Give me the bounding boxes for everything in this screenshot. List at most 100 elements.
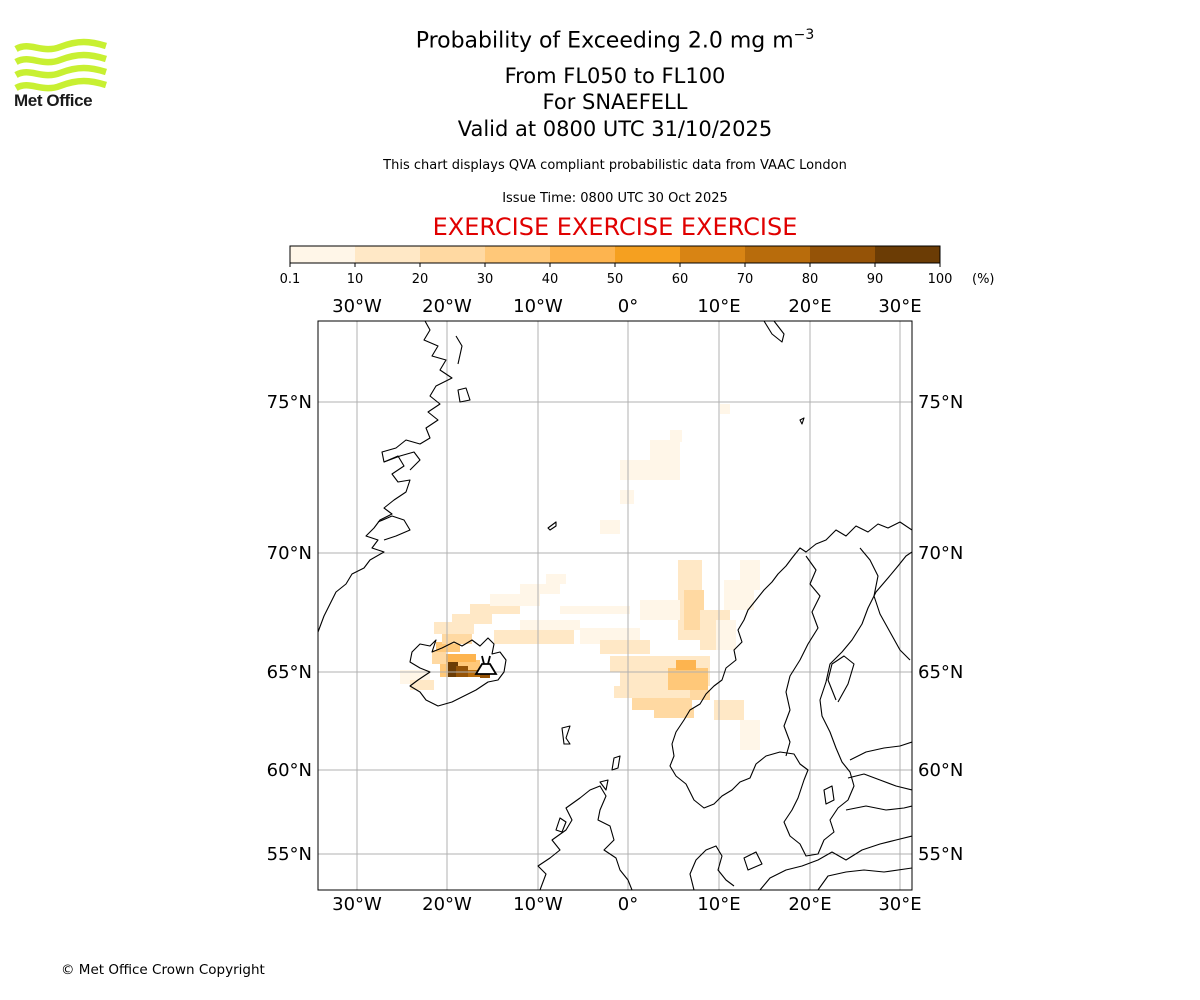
probability-cell [740,720,760,750]
longitude-label-top: 20°W [422,296,472,317]
colorbar-bin [810,246,875,263]
shetland-islands [611,755,621,771]
greenland-island [457,387,471,403]
orkney-islands [599,779,609,791]
colorbar-bin [615,246,680,263]
probability-cell [560,606,630,614]
denmark-coastline [689,845,735,890]
greenland-fjord-2 [455,335,463,365]
exercise-banner: EXERCISE EXERCISE EXERCISE [432,213,798,241]
probability-colorbar: 0.1 10 20 30 40 50 60 70 80 90 100 (%) [280,245,995,287]
graticule [318,321,912,890]
probability-cell [434,622,474,634]
latitude-label-left: 70°N [267,543,312,564]
probability-cell [620,460,680,480]
colorbar-tick-label: 100 [928,272,953,287]
probability-cell [480,672,490,678]
ash-probability-field [400,404,760,750]
colorbar-tick-label: 50 [607,272,624,287]
faroe-islands [561,725,571,745]
colorbar-tick-label: 80 [802,272,819,287]
probability-cell [410,680,434,690]
colorbar-bin [290,246,355,263]
svalbard-coastline [763,321,785,343]
baltic-coastline [759,835,912,890]
longitude-label-top: 10°E [697,296,740,317]
volcano-marker [474,655,498,675]
latitude-label-left: 60°N [267,760,312,781]
probability-cell [620,490,634,504]
probability-cell [714,700,744,720]
longitude-label-bottom: 30°W [332,894,382,915]
probability-cell [740,560,760,590]
colorbar-tick-label: 10 [347,272,364,287]
danish-islands [743,851,763,871]
probability-cell [446,654,476,662]
issue-time: Issue Time: 0800 UTC 30 Oct 2025 [502,191,728,206]
probability-cell [684,590,704,630]
latitude-label-left: 75°N [267,392,312,413]
probability-cell [436,642,460,652]
probability-cell [442,632,472,644]
probability-cell [654,708,694,718]
finland-border [859,547,911,661]
probability-cell [600,520,620,534]
probability-cell [494,630,574,644]
gotland-island [823,785,835,805]
colorbar-bin [550,246,615,263]
probability-cell [468,670,480,677]
colorbar-tick-label: 60 [672,272,689,287]
latitude-label-right: 75°N [918,392,963,413]
probability-cell [716,620,736,650]
probability-cell [632,698,692,710]
colorbar-tick-label: 30 [477,272,494,287]
longitude-label-bottom: 10°E [697,894,740,915]
longitude-label-top: 10°W [513,296,563,317]
flight-level-range: From FL050 to FL100 [504,64,726,88]
probability-cell [546,574,566,584]
colorbar-bin [680,246,745,263]
longitude-label-bottom: 0° [618,894,638,915]
scandinavia-coastline [669,521,912,857]
valid-time: Valid at 0800 UTC 31/10/2025 [457,117,773,141]
poland-border [817,867,912,890]
volcano-name: For SNAEFELL [542,90,688,114]
probability-cell [650,440,680,460]
title-exponent: −3 [793,27,815,43]
copyright-notice: © Met Office Crown Copyright [61,962,265,978]
colorbar-tick-label: 40 [542,272,559,287]
met-office-logo [14,38,107,92]
probability-cell [448,662,458,677]
greenland-fjord [377,515,411,541]
longitude-label-bottom: 20°E [788,894,831,915]
longitude-label-top: 30°W [332,296,382,317]
colorbar-unit: (%) [972,272,995,287]
probability-cell [490,594,540,606]
latitude-label-left: 55°N [267,844,312,865]
probability-cell [520,584,560,594]
probability-cell [670,430,682,442]
colorbar-bin [875,246,940,263]
latitude-label-right: 55°N [918,844,963,865]
colorbar-bin [745,246,810,263]
longitude-label-top: 0° [618,296,638,317]
map-frame [317,320,913,891]
finland-south-coast [849,741,912,761]
probability-cell [668,668,708,690]
baltic-states-border-2 [845,805,912,811]
colorbar-bin [420,246,485,263]
latitude-label-right: 60°N [918,760,963,781]
iceland-coastline [409,637,507,707]
chart-title: Probability of Exceeding 2.0 mg m−3 [415,27,815,54]
colorbar-bin [485,246,550,263]
longitude-label-bottom: 30°E [878,894,921,915]
probability-cell [520,620,580,630]
colorbar-bin [355,246,420,263]
britain-coastline [537,785,633,890]
latitude-label-left: 65°N [267,662,312,683]
jan-mayen-island [547,521,557,531]
probability-cell [470,604,520,614]
colorbar-tick-label: 20 [412,272,429,287]
latitude-label-right: 65°N [918,662,963,683]
